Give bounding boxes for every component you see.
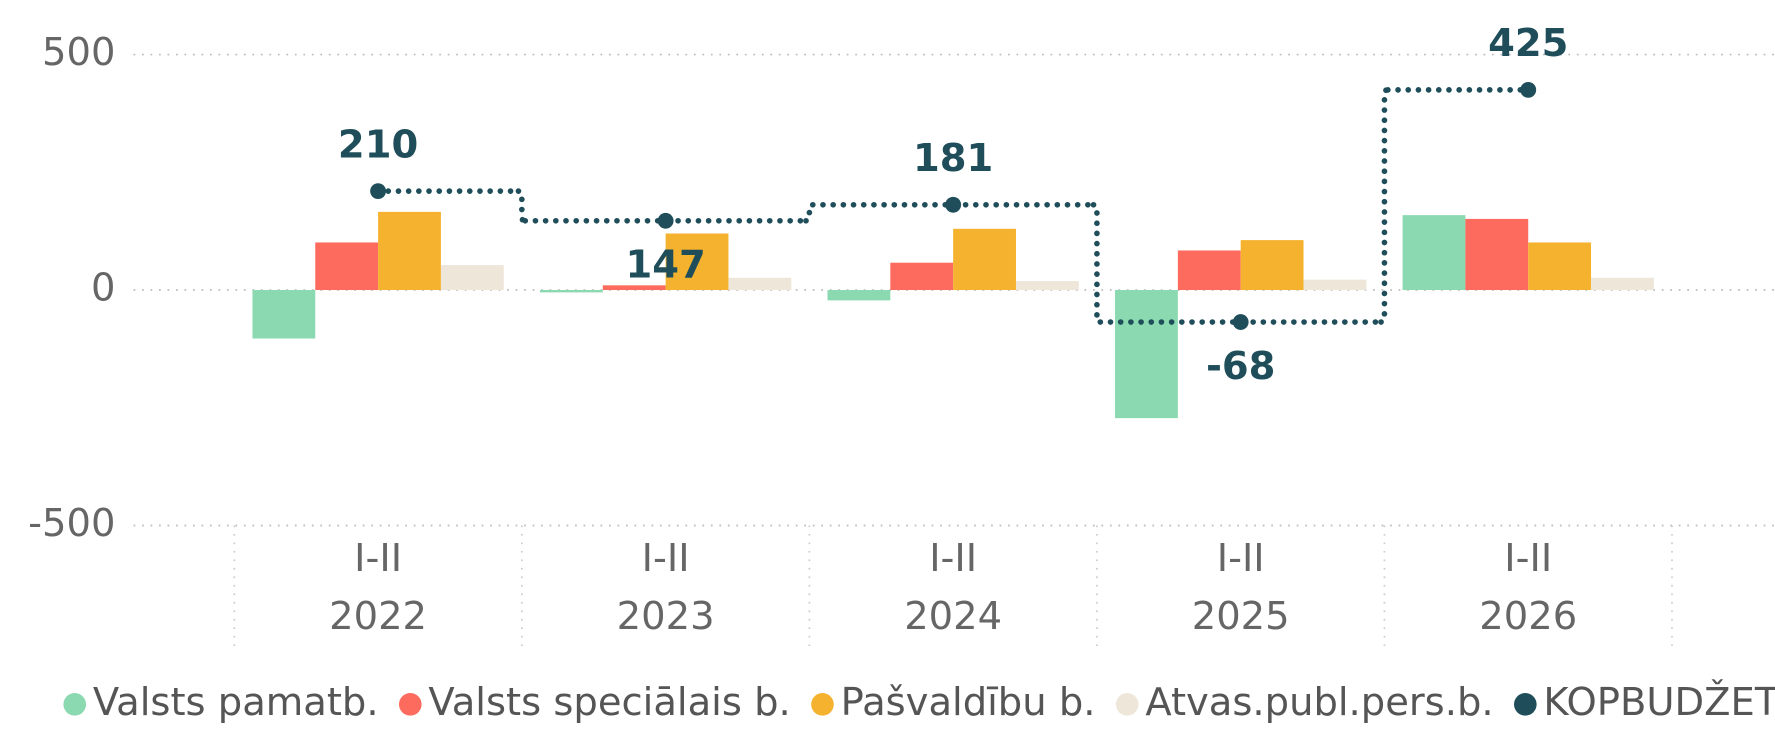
y-tick-label: 500 bbox=[42, 30, 115, 75]
bar bbox=[1177, 250, 1241, 291]
step-riser bbox=[1378, 87, 1391, 325]
legend-marker bbox=[1513, 693, 1537, 716]
bar bbox=[1240, 240, 1304, 291]
bar bbox=[440, 265, 504, 291]
x-tick-label: 2022 bbox=[329, 594, 427, 639]
y-tick-label: 0 bbox=[91, 266, 115, 311]
x-tick-label: I-II bbox=[1217, 536, 1265, 581]
line-point bbox=[1520, 81, 1537, 98]
bar bbox=[602, 285, 666, 291]
bar bbox=[953, 228, 1016, 291]
bar bbox=[252, 290, 316, 339]
bar bbox=[1115, 290, 1178, 419]
bar bbox=[890, 262, 954, 291]
legend-label: Atvas.publ.pers.b. bbox=[1145, 680, 1493, 725]
x-tick-label: 2023 bbox=[617, 594, 715, 639]
x-tick-label: I-II bbox=[929, 536, 977, 581]
legend-label: Pašvaldību b. bbox=[841, 680, 1096, 725]
line-point bbox=[945, 196, 962, 213]
bar bbox=[728, 277, 792, 291]
legend-marker bbox=[1115, 693, 1139, 716]
legend-label: Valsts pamatb. bbox=[93, 680, 379, 725]
legend-marker bbox=[811, 693, 834, 716]
bar bbox=[378, 211, 441, 291]
bar bbox=[315, 242, 379, 291]
bar bbox=[1528, 242, 1592, 291]
step-riser bbox=[803, 201, 816, 224]
bar bbox=[1303, 279, 1367, 291]
data-label: 425 bbox=[1488, 21, 1568, 66]
data-label: 210 bbox=[338, 122, 418, 167]
data-label: 181 bbox=[913, 136, 993, 181]
bar bbox=[1465, 218, 1529, 291]
legend-label: KOPBUDŽETS bbox=[1543, 678, 1775, 725]
bar bbox=[827, 290, 891, 301]
x-tick-label: I-II bbox=[354, 536, 402, 581]
bar bbox=[1402, 215, 1466, 291]
bar bbox=[1591, 277, 1654, 291]
bar bbox=[665, 233, 729, 291]
step-riser bbox=[1090, 201, 1104, 325]
line-point bbox=[657, 212, 674, 229]
data-label: -68 bbox=[1206, 344, 1276, 389]
x-tick-label: 2026 bbox=[1479, 594, 1577, 639]
legend-label: Valsts speciālais b. bbox=[428, 680, 790, 725]
line-point bbox=[1232, 314, 1249, 330]
x-tick-label: 2025 bbox=[1192, 594, 1290, 639]
y-tick-label: -500 bbox=[28, 501, 115, 546]
x-tick-label: 2024 bbox=[904, 594, 1002, 639]
x-tick-label: I-II bbox=[642, 536, 690, 581]
legend-marker bbox=[63, 693, 87, 716]
line-point bbox=[370, 183, 387, 200]
legend-marker bbox=[398, 693, 422, 716]
bar bbox=[539, 290, 603, 293]
x-tick-label: I-II bbox=[1504, 536, 1552, 581]
step-riser bbox=[515, 188, 529, 224]
data-label: 147 bbox=[625, 243, 705, 288]
bar bbox=[1015, 281, 1079, 291]
